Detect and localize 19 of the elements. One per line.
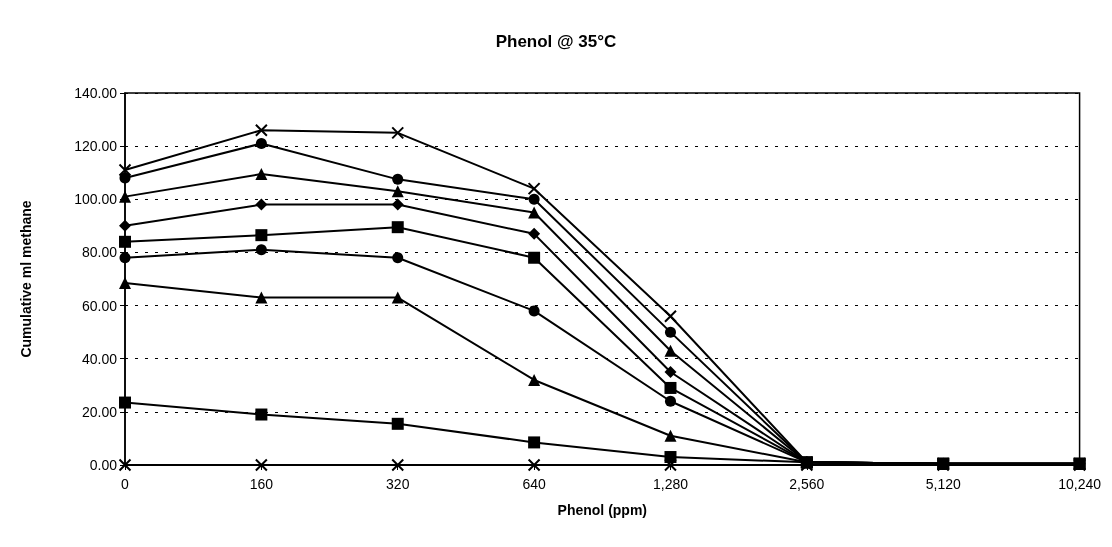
y-tick-label: 20.00 xyxy=(81,403,118,420)
x-axis-title: Phenol (ppm) xyxy=(557,502,648,518)
y-tick-label: 140.00 xyxy=(74,85,118,101)
x-tick-label: 0 xyxy=(121,476,130,492)
x-tick-label: 5,120 xyxy=(925,476,961,492)
y-tick-label: 60.00 xyxy=(81,297,118,314)
x-tick-label: 1,280 xyxy=(652,476,689,492)
x-tick-label: 10,240 xyxy=(1058,476,1102,492)
y-tick-label: 120.00 xyxy=(74,138,118,155)
y-axis-title: Cumulative ml methane xyxy=(18,200,34,358)
x-tick-label: 320 xyxy=(386,476,410,492)
x-tick-label: 160 xyxy=(249,476,274,492)
x-tick-label: 640 xyxy=(522,476,546,492)
y-tick-label: 0.00 xyxy=(89,457,118,473)
y-tick-label: 80.00 xyxy=(81,244,118,261)
chart-title: Phenol @ 35°C xyxy=(495,32,617,51)
x-tick-label: 2,560 xyxy=(789,476,825,492)
y-tick-label: 100.00 xyxy=(74,191,118,208)
y-tick-label: 40.00 xyxy=(81,350,118,367)
